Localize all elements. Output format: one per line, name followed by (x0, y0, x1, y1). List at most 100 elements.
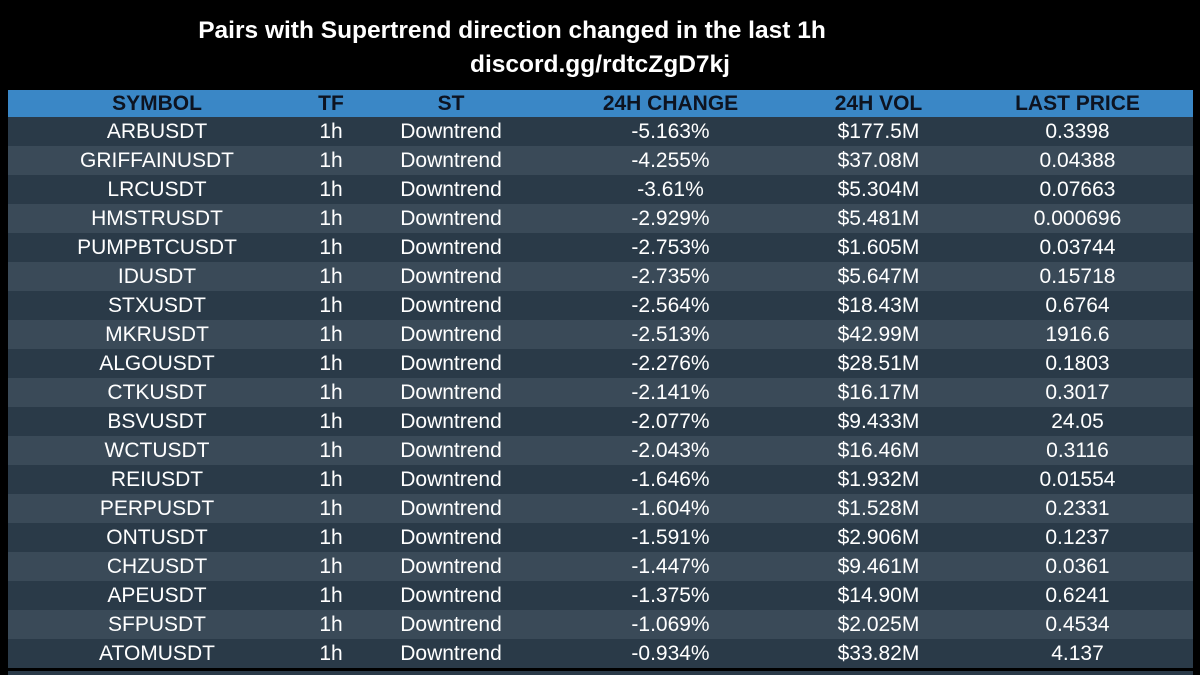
cell-tf: 1h (306, 523, 356, 552)
table-row: PUMPBTCUSDT 1h Downtrend -2.753% $1.605M 0.03… (8, 233, 1193, 262)
column-header-24h-vol: 24H VOL (795, 90, 962, 117)
cell-tf: 1h (306, 465, 356, 494)
column-header-symbol: SYMBOL (8, 90, 306, 117)
cell-tf: 1h (306, 204, 356, 233)
cell-tf: 1h (306, 378, 356, 407)
cell-tf: 1h (306, 291, 356, 320)
cell-24h-vol: $1.605M (795, 233, 962, 262)
cell-symbol: PERPUSDT (8, 494, 306, 523)
cell-24h-vol: $5.481M (795, 204, 962, 233)
table-row: ATOMUSDT 1h Downtrend -0.934% $33.82M 4.137 (8, 639, 1193, 668)
cell-tf: 1h (306, 233, 356, 262)
table-row: STXUSDT 1h Downtrend -2.564% $18.43M 0.6764 (8, 291, 1193, 320)
cell-symbol: IDUSDT (8, 262, 306, 291)
cell-24h-vol: $37.08M (795, 146, 962, 175)
table-row: GRIFFAINUSDT 1h Downtrend -4.255% $37.08M 0.0… (8, 146, 1193, 175)
cell-24h-vol: $1.528M (795, 494, 962, 523)
cell-last-price: 0.3017 (962, 378, 1193, 407)
cell-last-price: 24.05 (962, 407, 1193, 436)
cell-tf: 1h (306, 175, 356, 204)
cell-tf: 1h (306, 407, 356, 436)
table-bottom-edge (8, 671, 1193, 675)
cell-last-price: 0.1803 (962, 349, 1193, 378)
cell-symbol: CTKUSDT (8, 378, 306, 407)
cell-st: Downtrend (356, 465, 546, 494)
cell-st: Downtrend (356, 233, 546, 262)
cell-24h-change: -1.069% (546, 610, 795, 639)
page-title: Pairs with Supertrend direction changed … (198, 17, 826, 44)
cell-24h-change: -2.141% (546, 378, 795, 407)
cell-st: Downtrend (356, 117, 546, 146)
table-row: REIUSDT 1h Downtrend -1.646% $1.932M 0.01554 (8, 465, 1193, 494)
cell-symbol: WCTUSDT (8, 436, 306, 465)
table-row: APEUSDT 1h Downtrend -1.375% $14.90M 0.6241 (8, 581, 1193, 610)
cell-24h-change: -1.604% (546, 494, 795, 523)
cell-symbol: ATOMUSDT (8, 639, 306, 668)
table-row: WCTUSDT 1h Downtrend -2.043% $16.46M 0.3116 (8, 436, 1193, 465)
cell-24h-change: -1.646% (546, 465, 795, 494)
cell-st: Downtrend (356, 146, 546, 175)
column-header-tf: TF (306, 90, 356, 117)
cell-st: Downtrend (356, 610, 546, 639)
cell-symbol: LRCUSDT (8, 175, 306, 204)
table-row: HMSTRUSDT 1h Downtrend -2.929% $5.481M 0.0006… (8, 204, 1193, 233)
column-header-st: ST (356, 90, 546, 117)
cell-st: Downtrend (356, 204, 546, 233)
cell-24h-vol: $9.433M (795, 407, 962, 436)
cell-24h-vol: $14.90M (795, 581, 962, 610)
column-header-24h-change: 24H CHANGE (546, 90, 795, 117)
cell-24h-change: -2.077% (546, 407, 795, 436)
cell-24h-change: -3.61% (546, 175, 795, 204)
cell-st: Downtrend (356, 523, 546, 552)
cell-tf: 1h (306, 610, 356, 639)
cell-last-price: 4.137 (962, 639, 1193, 668)
cell-last-price: 0.1237 (962, 523, 1193, 552)
cell-24h-vol: $177.5M (795, 117, 962, 146)
cell-st: Downtrend (356, 349, 546, 378)
cell-24h-change: -4.255% (546, 146, 795, 175)
cell-24h-vol: $18.43M (795, 291, 962, 320)
cell-24h-vol: $1.932M (795, 465, 962, 494)
cell-symbol: PUMPBTCUSDT (8, 233, 306, 262)
cell-symbol: ONTUSDT (8, 523, 306, 552)
table-row: IDUSDT 1h Downtrend -2.735% $5.647M 0.15718 (8, 262, 1193, 291)
cell-24h-change: -1.591% (546, 523, 795, 552)
cell-tf: 1h (306, 320, 356, 349)
cell-symbol: CHZUSDT (8, 552, 306, 581)
cell-tf: 1h (306, 494, 356, 523)
column-header-last-price: LAST PRICE (962, 90, 1193, 117)
cell-last-price: 0.3116 (962, 436, 1193, 465)
discord-link[interactable]: discord.gg/rdtcZgD7kj (469, 51, 730, 78)
cell-symbol: ARBUSDT (8, 117, 306, 146)
table-row: ONTUSDT 1h Downtrend -1.591% $2.906M 0.1237 (8, 523, 1193, 552)
cell-symbol: MKRUSDT (8, 320, 306, 349)
cell-24h-change: -2.276% (546, 349, 795, 378)
supertrend-table: SYMBOL TF ST 24H CHANGE 24H VOL LAST PRI… (8, 90, 1193, 668)
cell-24h-change: -1.447% (546, 552, 795, 581)
cell-tf: 1h (306, 349, 356, 378)
cell-24h-change: -1.375% (546, 581, 795, 610)
cell-symbol: HMSTRUSDT (8, 204, 306, 233)
cell-24h-vol: $16.17M (795, 378, 962, 407)
table-row: SFPUSDT 1h Downtrend -1.069% $2.025M 0.4534 (8, 610, 1193, 639)
cell-24h-vol: $42.99M (795, 320, 962, 349)
cell-24h-vol: $28.51M (795, 349, 962, 378)
cell-last-price: 0.4534 (962, 610, 1193, 639)
cell-last-price: 1916.6 (962, 320, 1193, 349)
cell-st: Downtrend (356, 581, 546, 610)
cell-symbol: REIUSDT (8, 465, 306, 494)
cell-st: Downtrend (356, 262, 546, 291)
cell-st: Downtrend (356, 291, 546, 320)
cell-tf: 1h (306, 581, 356, 610)
cell-last-price: 0.0361 (962, 552, 1193, 581)
cell-st: Downtrend (356, 639, 546, 668)
cell-24h-vol: $2.906M (795, 523, 962, 552)
cell-24h-vol: $5.647M (795, 262, 962, 291)
cell-24h-change: -2.735% (546, 262, 795, 291)
cell-24h-change: -5.163% (546, 117, 795, 146)
cell-st: Downtrend (356, 494, 546, 523)
cell-tf: 1h (306, 436, 356, 465)
cell-last-price: 0.07663 (962, 175, 1193, 204)
cell-symbol: GRIFFAINUSDT (8, 146, 306, 175)
cell-tf: 1h (306, 262, 356, 291)
